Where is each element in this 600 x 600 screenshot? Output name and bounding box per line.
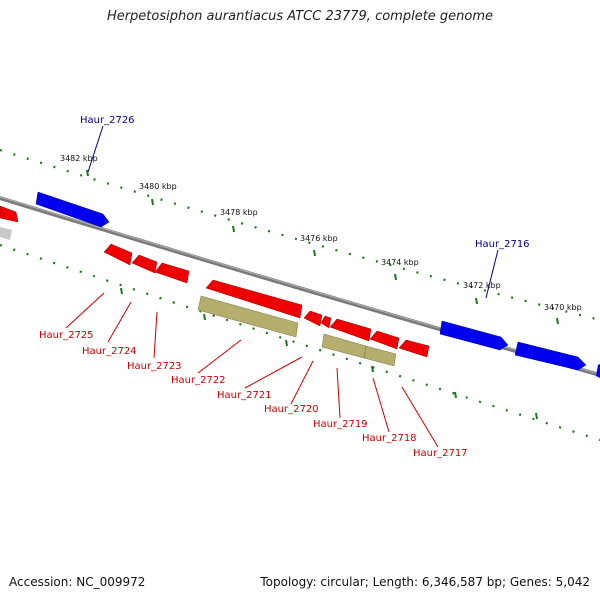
gene-edge-red (0, 205, 19, 223)
gene-label-haur-2724[interactable]: Haur_2724 (82, 346, 137, 357)
gene-haur-2718[interactable] (369, 330, 400, 350)
genome-title: Herpetosiphon aurantiacus ATCC 23779, co… (106, 9, 494, 24)
gene-label-haur-2717[interactable]: Haur_2717 (413, 448, 468, 459)
gene-edge-grey (0, 227, 12, 240)
feature-olive-3[interactable] (363, 345, 397, 367)
gene-label-haur-2725[interactable]: Haur_2725 (39, 330, 94, 341)
gene-haur-2722[interactable] (205, 279, 303, 319)
gene-label-haur-2722[interactable]: Haur_2722 (171, 375, 226, 386)
gene-label-haur-2716[interactable]: Haur_2716 (475, 239, 530, 250)
tick-label: 3476 kbp (300, 234, 338, 243)
outer-major-ticks (86, 169, 559, 325)
gene-haur-2716[interactable] (439, 320, 509, 351)
gene-label-haur-2726[interactable]: Haur_2726 (80, 115, 135, 126)
genome-backbone (0, 196, 600, 377)
plus-strand-genes (35, 191, 600, 378)
rna-features (197, 295, 397, 367)
minus-leader-lines (65, 292, 439, 448)
tick-label: 3470 kbp (544, 303, 582, 312)
tick-label: 3478 kbp (220, 208, 258, 217)
genome-stats-text: Topology: circular; Length: 6,346,587 bp… (260, 575, 590, 589)
gene-label-haur-2719[interactable]: Haur_2719 (313, 419, 368, 430)
tick-label: 3480 kbp (139, 182, 177, 191)
genome-backbone-highlight (0, 196, 600, 375)
gene-haur-2726[interactable] (35, 191, 110, 228)
tick-label: 3474 kbp (381, 258, 419, 267)
gene-label-haur-2721[interactable]: Haur_2721 (217, 390, 272, 401)
inner-major-ticks (120, 287, 538, 420)
gene-haur-2720-a[interactable] (303, 310, 323, 327)
tick-label: 3482 kbp (60, 154, 98, 163)
gene-haur-2724[interactable] (131, 254, 158, 274)
gene-haur-2720-b[interactable] (320, 315, 332, 329)
tick-label: 3472 kbp (463, 281, 501, 290)
gene-label-haur-2720[interactable]: Haur_2720 (264, 404, 319, 415)
gene-haur-2725[interactable] (103, 243, 133, 266)
gene-haur-2717[interactable] (398, 339, 430, 358)
gene-label-haur-2723[interactable]: Haur_2723 (127, 361, 182, 372)
gene-haur-2723[interactable] (154, 262, 190, 284)
gene-edge-blue (596, 364, 600, 378)
gene-haur-2719[interactable] (329, 318, 372, 342)
gene-label-haur-2718[interactable]: Haur_2718 (362, 433, 417, 444)
accession-text: Accession: NC_009972 (9, 575, 146, 589)
feature-haur-2721[interactable] (197, 295, 299, 338)
gene-unnamed-blue[interactable] (514, 341, 587, 371)
minus-strand-genes (0, 205, 430, 358)
plus-leader-lines (87, 125, 499, 299)
